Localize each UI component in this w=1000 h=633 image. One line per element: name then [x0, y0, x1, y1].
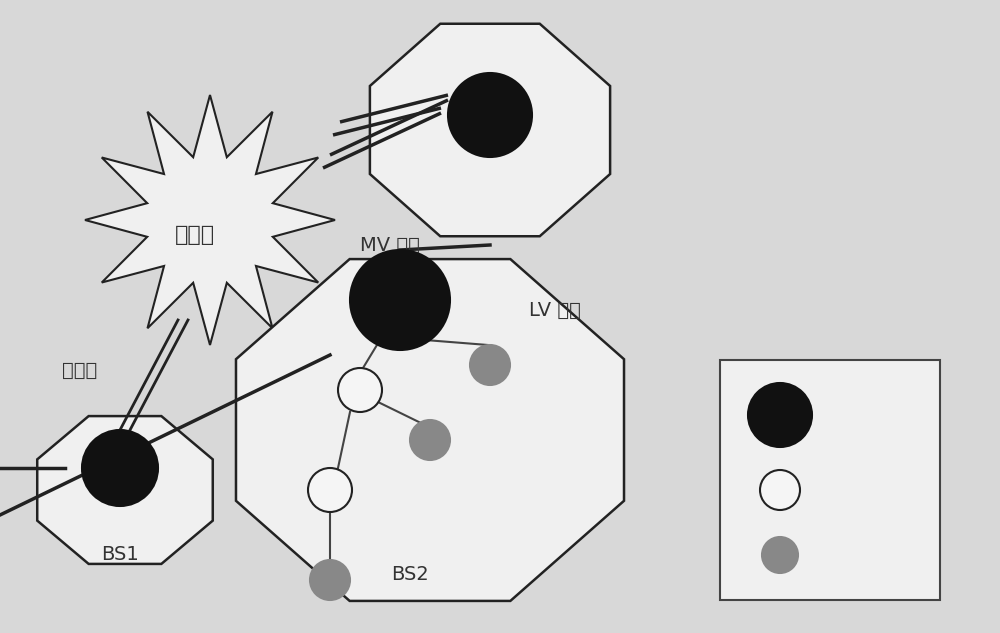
Circle shape: [338, 368, 382, 412]
Polygon shape: [85, 95, 335, 345]
Polygon shape: [236, 259, 624, 601]
Circle shape: [448, 73, 532, 157]
Text: MV 链路: MV 链路: [360, 235, 420, 254]
FancyBboxPatch shape: [720, 360, 940, 600]
Text: CPE: CPE: [830, 546, 868, 565]
Circle shape: [760, 470, 800, 510]
Text: LV 链路: LV 链路: [529, 301, 581, 320]
Text: 骨干网: 骨干网: [175, 225, 215, 245]
Polygon shape: [370, 24, 610, 236]
Circle shape: [82, 430, 158, 506]
Polygon shape: [37, 416, 213, 564]
Text: HE: HE: [830, 406, 857, 425]
Text: BS1: BS1: [101, 546, 139, 565]
Circle shape: [762, 537, 798, 573]
Text: BS2: BS2: [391, 565, 429, 584]
Text: RP: RP: [830, 480, 855, 499]
Circle shape: [748, 383, 812, 447]
Circle shape: [310, 560, 350, 600]
Text: 光链路: 光链路: [62, 361, 98, 380]
Circle shape: [308, 468, 352, 512]
Circle shape: [350, 250, 450, 350]
Circle shape: [470, 345, 510, 385]
Circle shape: [410, 420, 450, 460]
